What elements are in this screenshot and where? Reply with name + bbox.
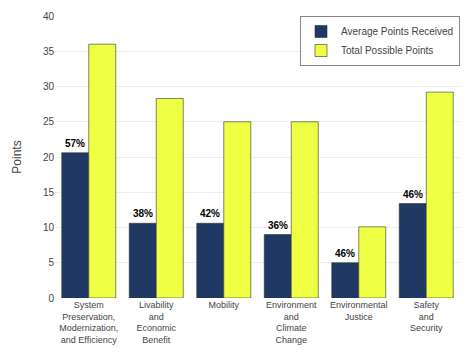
svg-text:Total Possible Points: Total Possible Points (341, 45, 433, 56)
svg-text:38%: 38% (133, 208, 153, 219)
svg-text:SafetyandSecurity: SafetyandSecurity (410, 300, 443, 333)
svg-text:46%: 46% (335, 248, 355, 259)
svg-text:42%: 42% (200, 208, 220, 219)
svg-text:EnvironmentalJustice: EnvironmentalJustice (330, 300, 388, 322)
svg-text:57%: 57% (65, 138, 85, 149)
svg-text:36%: 36% (268, 220, 288, 231)
svg-text:15: 15 (43, 187, 55, 198)
svg-text:Points: Points (10, 140, 24, 173)
svg-text:35: 35 (43, 46, 55, 57)
svg-text:46%: 46% (403, 189, 423, 200)
svg-text:SystemPreservation,Modernizati: SystemPreservation,Modernization,and Eff… (59, 300, 118, 345)
svg-text:5: 5 (48, 257, 54, 268)
svg-text:LivabilityandEconomicBenefit: LivabilityandEconomicBenefit (136, 300, 176, 345)
svg-text:40: 40 (43, 11, 55, 22)
svg-text:Average Points Received: Average Points Received (341, 26, 453, 37)
svg-text:10: 10 (43, 222, 55, 233)
svg-text:30: 30 (43, 81, 55, 92)
svg-text:20: 20 (43, 152, 55, 163)
svg-text:EnvironmentandClimateChange: EnvironmentandClimateChange (266, 300, 317, 345)
svg-text:25: 25 (43, 116, 55, 127)
svg-text:Mobility: Mobility (208, 300, 239, 310)
svg-text:0: 0 (48, 293, 54, 304)
